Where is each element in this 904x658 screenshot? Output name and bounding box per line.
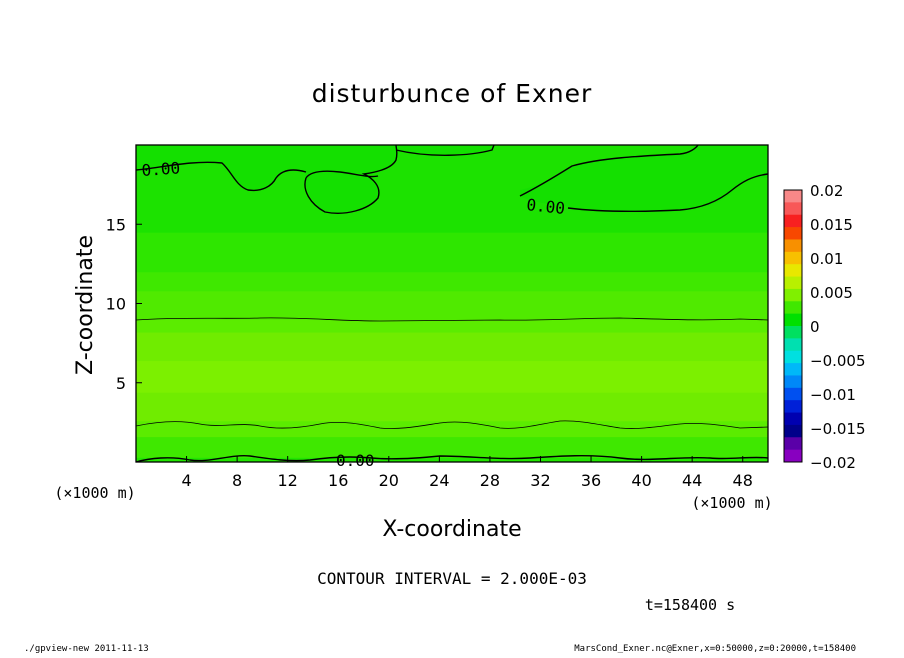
colorbar-cell-5: [784, 251, 802, 265]
colorbar-cell-4: [784, 239, 802, 253]
time-text: t=158400 s: [645, 596, 735, 614]
colorbar-cell-6: [784, 264, 802, 277]
plot-area: 0.00 0.00 0.00: [135, 144, 769, 470]
colorbar-cell-17: [784, 400, 802, 413]
colorbar: 0.02 0.015 0.01 0.005 0 −0.005 −0.01 −0.015 −0.0…: [783, 182, 866, 472]
colorbar-label-2: 0.01: [810, 250, 843, 268]
x-tick-label-0: 4: [181, 471, 191, 490]
x-tick-label-9: 40: [631, 471, 651, 490]
x-tick-label-3: 16: [328, 471, 348, 490]
contour-line-z9: [135, 317, 769, 322]
colorbar-frame: [783, 189, 803, 463]
colorbar-cell-7: [784, 276, 802, 290]
colorbar-label-0: 0.02: [810, 182, 843, 200]
x-unit-label: (×1000 m): [691, 494, 772, 512]
colorbar-cell-11: [784, 326, 802, 339]
contour-line-top: [395, 144, 495, 156]
y-tick-label-0: 5: [116, 374, 126, 393]
x-tick-label-11: 48: [733, 471, 753, 490]
contour-thin-lines: [135, 317, 769, 429]
band-9: [136, 232, 768, 273]
x-tick-label-1: 8: [232, 471, 242, 490]
colorbar-cell-1: [784, 202, 802, 216]
band-2: [136, 420, 768, 438]
y-axis-label: Z-coordinate: [73, 235, 98, 375]
contour-line-top-right: [519, 144, 699, 197]
colorbar-cell-2: [784, 214, 802, 228]
band-7: [136, 290, 768, 320]
colorbar-label-3: 0.005: [810, 284, 853, 302]
colorbar-cell-19: [784, 424, 802, 438]
contour-label-2: 0.00: [526, 195, 566, 218]
colorbar-label-1: 0.015: [810, 216, 853, 234]
colorbar-cell-21: [784, 449, 802, 463]
x-tick-label-2: 12: [278, 471, 298, 490]
contour-line-top-left: [135, 161, 307, 192]
y-tick-label-2: 15: [106, 215, 126, 234]
x-tick-label-10: 44: [682, 471, 702, 490]
x-axis-ticks: 4 8 12 16 20 24 28 32 36 40 44 48: [181, 456, 753, 490]
contour-line-inner-loop: [305, 170, 379, 179]
band-4: [136, 360, 768, 393]
contour-interval-text: CONTOUR INTERVAL = 2.000E-03: [317, 569, 587, 588]
y-tick-label-1: 10: [106, 295, 126, 314]
colorbar-cell-0: [784, 190, 802, 203]
colorbar-cell-18: [784, 412, 802, 426]
colorbar-cell-9: [784, 301, 802, 315]
colorbar-label-7: −0.015: [810, 420, 866, 438]
band-8: [136, 271, 768, 292]
colorbar-cell-20: [784, 437, 802, 451]
footer-right: MarsCond_Exner.nc@Exner,x=0:50000,z=0:20…: [574, 644, 856, 654]
zero-patch-top: [396, 145, 494, 156]
y-axis-ticks: 5 10 15: [106, 215, 142, 393]
colorbar-label-4: 0: [810, 318, 820, 336]
contour-label-1: 0.00: [141, 158, 181, 180]
chart-title: disturbunce of Exner: [312, 79, 593, 108]
colorbar-cell-16: [784, 387, 802, 401]
contour-line-top-left-loop: [304, 144, 398, 214]
colorbar-cell-10: [784, 313, 802, 327]
colorbar-cell-3: [784, 227, 802, 240]
colorbar-label-5: −0.005: [810, 352, 866, 370]
contour-label-3: 0.00: [336, 451, 375, 470]
colorbar-cell-13: [784, 350, 802, 364]
x-tick-label-6: 28: [480, 471, 500, 490]
contour-line-z2-6: [135, 420, 769, 429]
band-3: [136, 392, 768, 422]
colorbar-cell-14: [784, 363, 802, 376]
zero-patch-right: [520, 145, 768, 212]
band-6: [136, 319, 768, 333]
x-tick-label-5: 24: [429, 471, 449, 490]
band-0: [136, 457, 768, 463]
x-tick-label-8: 36: [581, 471, 601, 490]
x-tick-label-4: 20: [379, 471, 399, 490]
contour-line-right: [567, 173, 769, 212]
colorbar-cell-8: [784, 288, 802, 302]
x-tick-label-7: 32: [530, 471, 550, 490]
x-axis-label: X-coordinate: [382, 517, 521, 542]
contour-line-bottom: [135, 454, 769, 463]
colorbar-label-8: −0.02: [810, 454, 856, 472]
band-5: [136, 332, 768, 362]
y-unit-label: (×1000 m): [54, 484, 135, 502]
band-1: [136, 436, 768, 458]
colorbar-cell-12: [784, 338, 802, 352]
colorbar-label-6: −0.01: [810, 386, 856, 404]
colorbar-cell-15: [784, 375, 802, 389]
footer-left: ./gpview-new 2011-11-13: [24, 644, 149, 654]
contour-lines: [135, 144, 769, 463]
